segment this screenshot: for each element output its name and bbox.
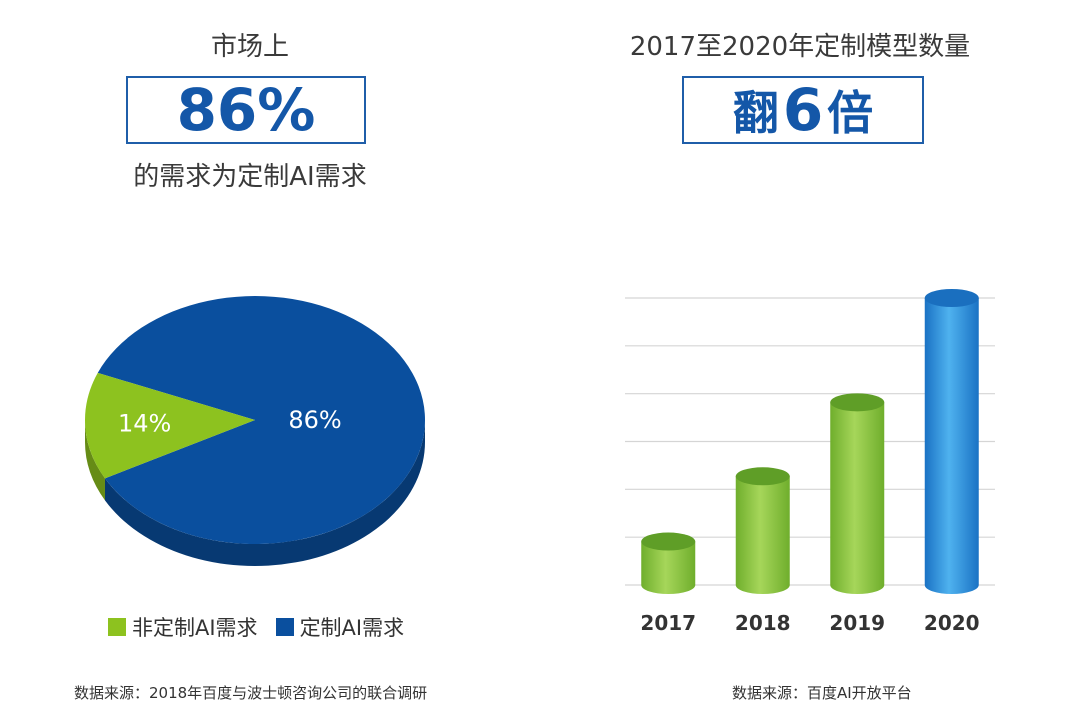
x-tick-2019: 2019 xyxy=(829,611,885,635)
legend-label-custom: 定制AI需求 xyxy=(299,616,405,640)
highlight-percent: 86% xyxy=(176,76,316,144)
bar-2018 xyxy=(735,467,790,594)
right-heading: 2017至2020年定制模型数量 xyxy=(629,32,971,62)
legend-swatch-non-custom xyxy=(108,618,126,636)
bar-cap-2017 xyxy=(641,532,696,551)
highlight-number: 6 xyxy=(782,76,824,144)
pie-label-custom: 86% xyxy=(288,406,341,434)
bar-cap-2020 xyxy=(924,289,979,307)
left-source: 数据来源：2018年百度与波士顿咨询公司的联合调研 xyxy=(74,684,428,702)
x-tick-2018: 2018 xyxy=(735,611,791,635)
bar-body-2017 xyxy=(641,541,696,594)
highlight-box-growth: 翻 6 倍 xyxy=(682,76,924,144)
highlight-box-percent: 86% xyxy=(126,76,366,144)
highlight-prefix: 翻 xyxy=(732,86,779,140)
pie-slice-non-custom xyxy=(85,372,255,479)
pie-legend: 非定制AI需求 定制AI需求 xyxy=(108,612,404,642)
bar-2020 xyxy=(924,289,979,594)
pie-side-non-custom xyxy=(85,420,105,501)
left-heading-top: 市场上 xyxy=(210,32,289,62)
left-heading-bottom: 的需求为定制AI需求 xyxy=(133,162,367,192)
x-tick-2020: 2020 xyxy=(924,611,980,635)
pie-label-non-custom: 14% xyxy=(118,410,171,438)
x-tick-2017: 2017 xyxy=(640,611,696,635)
bar-2019 xyxy=(830,393,885,594)
bar-chart: 2017 2018 2019 2020 xyxy=(625,289,995,635)
highlight-suffix: 倍 xyxy=(827,86,874,140)
bar-cap-2018 xyxy=(735,467,790,486)
bar-body-2020 xyxy=(924,298,979,594)
legend-swatch-custom xyxy=(275,618,294,636)
legend-label-non-custom: 非定制AI需求 xyxy=(132,616,258,640)
pie-side-custom xyxy=(104,420,425,566)
bar-cap-2019 xyxy=(830,393,885,412)
pie-chart: 14% 86% xyxy=(85,296,425,566)
right-source: 数据来源：百度AI开放平台 xyxy=(732,684,912,702)
pie-slice-custom xyxy=(97,296,425,544)
bar-body-2018 xyxy=(735,476,790,594)
bar-body-2019 xyxy=(830,402,885,594)
bar-2017 xyxy=(641,532,696,594)
